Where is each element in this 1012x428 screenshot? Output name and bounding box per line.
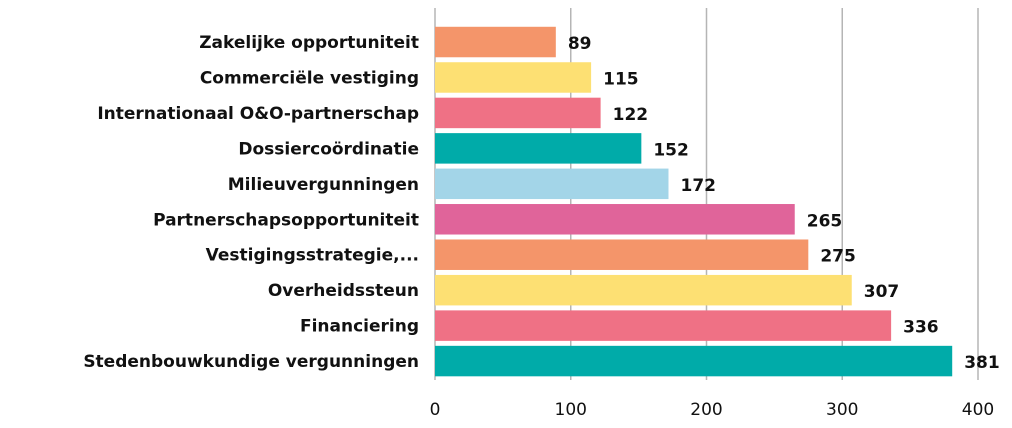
category-label: Commerciële vestiging xyxy=(200,68,419,88)
value-label: 381 xyxy=(964,353,1000,373)
category-label: Financiering xyxy=(300,317,419,337)
value-label: 275 xyxy=(820,247,856,267)
category-label: Stedenbouwkundige vergunningen xyxy=(83,352,419,372)
bar xyxy=(435,345,953,377)
category-label: Dossiercoördinatie xyxy=(238,139,419,159)
bar xyxy=(435,310,892,341)
value-label: 89 xyxy=(568,34,592,54)
bar xyxy=(435,274,852,306)
category-label: Overheidssteun xyxy=(268,281,419,301)
x-tick-label: 400 xyxy=(962,400,994,420)
value-label: 307 xyxy=(864,282,900,302)
bar xyxy=(435,239,809,270)
bar xyxy=(435,204,795,235)
value-label: 172 xyxy=(680,176,716,196)
bar xyxy=(435,97,601,129)
value-label: 336 xyxy=(903,318,939,338)
bar xyxy=(435,133,642,164)
value-label: 122 xyxy=(613,105,649,125)
x-tick-label: 100 xyxy=(555,400,587,420)
value-label: 115 xyxy=(603,69,639,89)
x-tick-label: 200 xyxy=(690,400,722,420)
category-label: Partnerschapsopportuniteit xyxy=(153,210,419,230)
x-tick-label: 300 xyxy=(826,400,858,420)
bar xyxy=(435,168,669,200)
x-tick-label: 0 xyxy=(430,400,441,420)
category-label: Milieuvergunningen xyxy=(228,175,419,195)
category-label: Vestigingsstrategie,... xyxy=(206,246,419,266)
bar xyxy=(435,62,592,93)
value-label: 265 xyxy=(807,211,843,231)
category-label: Zakelijke opportuniteit xyxy=(199,33,419,53)
category-label: Internationaal O&O-partnerschap xyxy=(97,104,419,124)
bar xyxy=(435,26,556,58)
value-label: 152 xyxy=(653,140,689,160)
